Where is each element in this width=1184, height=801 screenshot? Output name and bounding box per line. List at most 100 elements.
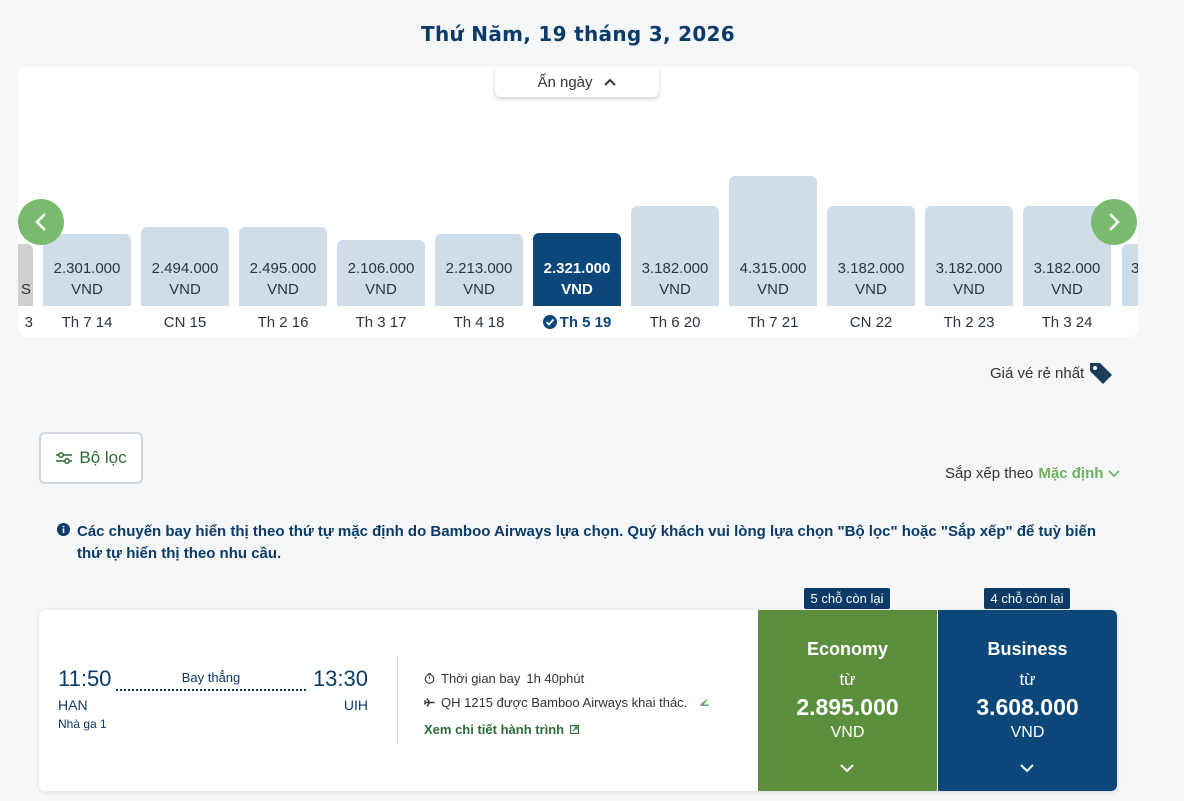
price-bar: 2.301.000 VND bbox=[43, 234, 131, 306]
bamboo-airways-logo bbox=[700, 698, 710, 706]
duration-label: Thời gian bay bbox=[441, 670, 521, 686]
date-option[interactable]: 2.495.000 VND Th 2 16 bbox=[239, 227, 327, 337]
date-currency: VND bbox=[953, 281, 985, 298]
date-label: Th 6 20 bbox=[631, 314, 719, 331]
date-price: 3.182.000 bbox=[1033, 260, 1101, 277]
filter-button[interactable]: Bộ lọc bbox=[39, 432, 143, 484]
date-label: Th 3 17 bbox=[337, 314, 425, 331]
economy-class-label: Economy bbox=[806, 639, 889, 659]
date-label: Th 2 23 bbox=[925, 314, 1013, 331]
date-label: Th 7 21 bbox=[729, 314, 817, 331]
date-label-text: CN 15 bbox=[163, 314, 207, 331]
date-price: 2.495.000 bbox=[249, 260, 317, 277]
date-currency: VND bbox=[169, 281, 201, 298]
partial-day-label: 3 bbox=[24, 314, 33, 331]
info-notice: Các chuyến bay hiển thị theo thứ tự mặc … bbox=[57, 521, 1117, 565]
cheapest-fare-legend: Giá vé rẻ nhất bbox=[990, 360, 1114, 386]
price-bar: 2.106.000 VND bbox=[337, 240, 425, 306]
operated-by-text: QH 1215 được Bamboo Airways khai thác. bbox=[441, 694, 688, 710]
date-price: 3.182.000 bbox=[837, 260, 905, 277]
sliders-icon bbox=[56, 452, 73, 464]
date-label: Th 5 19 bbox=[533, 314, 621, 331]
date-label-text: Th 3 24 bbox=[1041, 314, 1093, 331]
partial-day-right-price: 3 bbox=[1131, 260, 1138, 277]
date-currency: VND bbox=[855, 281, 887, 298]
date-option[interactable]: 3.182.000 VND Th 2 23 bbox=[925, 206, 1013, 337]
route-line bbox=[116, 689, 306, 691]
date-price: 2.213.000 bbox=[445, 260, 513, 277]
sort-value: Mặc định bbox=[1038, 465, 1104, 482]
business-class-label: Business bbox=[987, 639, 1068, 659]
hide-dates-label: Ẩn ngày bbox=[537, 73, 593, 91]
page-title: Thứ Năm, 19 tháng 3, 2026 bbox=[421, 22, 735, 46]
date-carousel: Ẩn ngày S 3 3 2.301.000 VND Th 7 14 2.494.0… bbox=[18, 67, 1138, 337]
chevron-down-icon bbox=[840, 764, 854, 773]
date-label: Th 4 18 bbox=[435, 314, 523, 331]
price-bar: 3.182.000 VND bbox=[827, 206, 915, 306]
partial-day-right[interactable]: 3 bbox=[1122, 227, 1138, 337]
chevron-up-icon bbox=[603, 78, 616, 86]
date-option[interactable]: 3.182.000 VND Th 3 24 bbox=[1023, 206, 1111, 337]
date-currency: VND bbox=[71, 281, 103, 298]
hide-dates-toggle[interactable]: Ẩn ngày bbox=[495, 67, 659, 97]
sort-label: Sắp xếp theo bbox=[945, 465, 1034, 482]
economy-fare-option[interactable]: Economy từ 2.895.000 VND bbox=[758, 610, 937, 791]
cheapest-fare-label: Giá vé rẻ nhất bbox=[990, 364, 1085, 382]
date-currency: VND bbox=[267, 281, 299, 298]
date-label-text: Th 2 16 bbox=[257, 314, 309, 331]
sort-dropdown[interactable]: Sắp xếp theo Mặc định bbox=[945, 465, 1120, 482]
info-icon bbox=[57, 523, 70, 536]
date-currency: VND bbox=[659, 281, 691, 298]
price-bar: 3.182.000 VND bbox=[631, 206, 719, 306]
date-price: 2.301.000 bbox=[53, 260, 121, 277]
stopwatch-icon bbox=[424, 672, 435, 684]
economy-seats-badge: 5 chỗ còn lại bbox=[804, 588, 890, 609]
date-price: 2.321.000 bbox=[543, 260, 611, 277]
date-label: Th 7 14 bbox=[43, 314, 131, 331]
next-dates-button[interactable] bbox=[1091, 199, 1137, 245]
arrival-airport-code: UIH bbox=[343, 697, 368, 713]
info-text: Các chuyến bay hiển thị theo thứ tự mặc … bbox=[77, 523, 1096, 562]
airplane-icon bbox=[424, 697, 435, 707]
date-option[interactable]: 2.213.000 VND Th 4 18 bbox=[435, 227, 523, 337]
date-option[interactable]: 4.315.000 VND Th 7 21 bbox=[729, 176, 817, 337]
economy-price: 2.895.000 bbox=[796, 694, 899, 720]
date-label-text: CN 22 bbox=[849, 314, 893, 331]
date-option[interactable]: 3.182.000 VND Th 6 20 bbox=[631, 206, 719, 337]
partial-day-currency: S bbox=[20, 281, 31, 298]
view-itinerary-link[interactable]: Xem chi tiết hành trình bbox=[424, 722, 710, 737]
price-bar: 2.494.000 VND bbox=[141, 227, 229, 306]
date-label: CN 22 bbox=[827, 314, 915, 331]
date-option[interactable]: 2.321.000 VND Th 5 19 bbox=[533, 227, 621, 337]
price-bar: 3.182.000 VND bbox=[925, 206, 1013, 306]
date-label: CN 15 bbox=[141, 314, 229, 331]
price-bar: 4.315.000 VND bbox=[729, 176, 817, 306]
business-from-label: từ bbox=[1019, 670, 1036, 689]
partial-day-left[interactable]: S 3 bbox=[18, 227, 33, 337]
chevron-left-icon bbox=[35, 213, 46, 231]
business-currency: VND bbox=[1010, 724, 1045, 741]
date-option[interactable]: 3.182.000 VND CN 22 bbox=[827, 206, 915, 337]
date-option[interactable]: 2.494.000 VND CN 15 bbox=[141, 227, 229, 337]
departure-terminal: Nhà ga 1 bbox=[58, 717, 107, 731]
date-label-text: Th 7 14 bbox=[61, 314, 113, 331]
date-label: Th 2 16 bbox=[239, 314, 327, 331]
chevron-down-icon bbox=[1020, 764, 1034, 773]
flight-card: 11:50 Bay thẳng 13:30 HAN UIH Nhà ga 1 T… bbox=[39, 610, 1117, 791]
price-tag-icon bbox=[1090, 363, 1113, 384]
view-itinerary-label: Xem chi tiết hành trình bbox=[424, 722, 565, 737]
business-fare-option[interactable]: Business từ 3.608.000 VND bbox=[938, 610, 1117, 791]
price-bar: 2.495.000 VND bbox=[239, 227, 327, 306]
external-link-icon bbox=[570, 725, 580, 734]
date-option[interactable]: 2.301.000 VND Th 7 14 bbox=[43, 227, 131, 337]
date-currency: VND bbox=[463, 281, 495, 298]
date-label-text: Th 4 18 bbox=[453, 314, 505, 331]
flight-details: Thời gian bay 1h 40phút QH 1215 được Bam… bbox=[424, 666, 710, 737]
date-price: 2.494.000 bbox=[151, 260, 219, 277]
filter-label: Bộ lọc bbox=[79, 448, 127, 467]
prev-dates-button[interactable] bbox=[18, 199, 64, 245]
date-label-text: Th 6 20 bbox=[649, 314, 701, 331]
date-label-text: Th 7 21 bbox=[747, 314, 799, 331]
date-option[interactable]: 2.106.000 VND Th 3 17 bbox=[337, 227, 425, 337]
direct-flight-label: Bay thẳng bbox=[181, 670, 241, 685]
